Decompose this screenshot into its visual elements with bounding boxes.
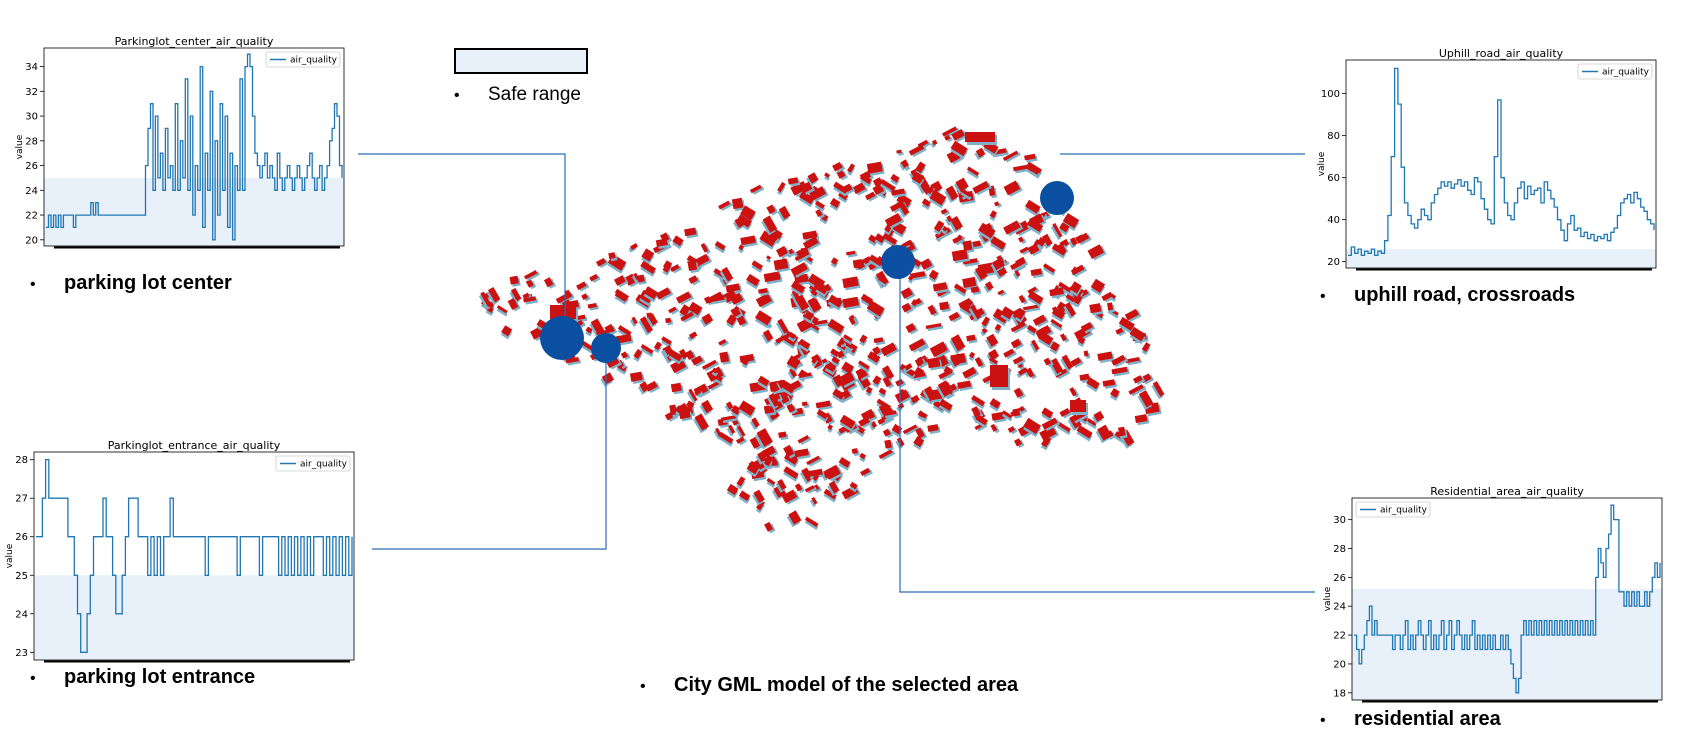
caption-parking-lot-entrance: • parking lot entrance bbox=[30, 666, 256, 688]
y-tick-label: 20 bbox=[25, 235, 38, 246]
series-line-air-quality bbox=[1348, 67, 1655, 257]
legend-label: air_quality bbox=[1380, 506, 1428, 516]
axes-frame bbox=[1351, 497, 1663, 701]
chart-svg: Uphill_road_air_quality 20 40 60 80 100 value a… bbox=[1317, 47, 1657, 271]
legend-label: air_quality bbox=[290, 56, 338, 66]
safe-range-label: Safe range bbox=[488, 84, 581, 105]
y-tick-label: 18 bbox=[1333, 688, 1346, 699]
y-tick-label: 26 bbox=[15, 532, 28, 543]
y-tick-label: 27 bbox=[15, 494, 28, 505]
chart-title: Parkinglot_entrance_air_quality bbox=[108, 439, 281, 452]
y-tick-label: 60 bbox=[1327, 173, 1340, 184]
safe-range-legend: • Safe range bbox=[454, 84, 581, 106]
axes-frame bbox=[33, 451, 355, 661]
bullet-icon: • bbox=[640, 678, 646, 695]
chart-svg: Parkinglot_entrance_air_quality 23 24 25 26 2… bbox=[5, 439, 355, 663]
chart-title: Residential_area_air_quality bbox=[1430, 485, 1584, 498]
y-axis-label: value bbox=[1317, 151, 1327, 176]
series-line-air-quality bbox=[46, 53, 343, 241]
legend-label: air_quality bbox=[300, 460, 348, 470]
y-tick-label: 30 bbox=[25, 112, 38, 123]
axes-frame bbox=[1345, 59, 1657, 269]
chart-residential-area: Residential_area_air_quality 18 20 22 24 26 28… bbox=[1316, 482, 1666, 708]
axes-frame bbox=[43, 47, 345, 247]
caption-uphill-road: • uphill road, crossroads bbox=[1320, 284, 1576, 306]
y-tick-label: 24 bbox=[25, 186, 38, 197]
y-tick-label: 24 bbox=[1333, 602, 1346, 613]
chart-legend: air_quality bbox=[1577, 63, 1653, 80]
y-tick-label: 28 bbox=[25, 136, 38, 147]
chart-svg: Parkinglot_center_air_quality 20 22 24 26 28 3… bbox=[15, 35, 345, 249]
legend-label: air_quality bbox=[1602, 68, 1650, 78]
y-axis-label: value bbox=[1323, 586, 1333, 611]
chart-legend: air_quality bbox=[265, 51, 341, 68]
chart-legend: air_quality bbox=[1355, 501, 1431, 518]
y-tick-label: 22 bbox=[25, 211, 38, 222]
safe-range-band bbox=[34, 575, 354, 660]
bullet-icon: • bbox=[30, 670, 36, 687]
y-tick-label: 28 bbox=[15, 455, 28, 466]
safe-range-band bbox=[1352, 588, 1662, 700]
y-tick-label: 30 bbox=[1333, 515, 1346, 526]
bullet-icon: • bbox=[1320, 712, 1326, 729]
y-tick-label: 28 bbox=[1333, 544, 1346, 555]
y-axis-label: value bbox=[15, 134, 25, 159]
series-line-air-quality bbox=[1354, 504, 1661, 694]
caption-parking-lot-center: • parking lot center bbox=[30, 272, 232, 294]
building-blocks bbox=[478, 126, 1165, 534]
chart-title: Parkinglot_center_air_quality bbox=[115, 35, 274, 48]
bullet-icon: • bbox=[454, 87, 460, 104]
safe-range-band bbox=[1346, 249, 1656, 268]
y-tick-label: 26 bbox=[25, 161, 38, 172]
y-tick-label: 23 bbox=[15, 648, 28, 659]
y-tick-label: 40 bbox=[1327, 215, 1340, 226]
chart-legend: air_quality bbox=[275, 455, 351, 472]
y-tick-label: 80 bbox=[1327, 131, 1340, 142]
y-tick-label: 25 bbox=[15, 571, 28, 582]
chart-parking-lot-center: Parkinglot_center_air_quality 20 22 24 26 28 3… bbox=[10, 35, 350, 254]
y-tick-label: 24 bbox=[15, 609, 28, 620]
y-axis-label: value bbox=[5, 543, 15, 568]
caption-city-model: • City GML model of the selected area bbox=[640, 674, 1019, 696]
safe-range-band bbox=[44, 177, 344, 246]
y-tick-label: 22 bbox=[1333, 631, 1346, 642]
chart-svg: Residential_area_air_quality 18 20 22 24 26 28… bbox=[1323, 485, 1663, 703]
bullet-icon: • bbox=[1320, 288, 1326, 305]
y-tick-label: 100 bbox=[1321, 89, 1340, 100]
chart-uphill-road: Uphill_road_air_quality 20 40 60 80 100 value a… bbox=[1310, 42, 1660, 276]
chart-parking-lot-entrance: Parkinglot_entrance_air_quality 23 24 25 26 2… bbox=[0, 436, 360, 670]
safe-range-swatch bbox=[454, 48, 588, 74]
y-tick-label: 34 bbox=[25, 62, 38, 73]
y-tick-label: 26 bbox=[1333, 573, 1346, 584]
city-gml-model bbox=[478, 126, 1165, 534]
caption-residential-area: • residential area bbox=[1320, 708, 1501, 730]
y-tick-label: 32 bbox=[25, 87, 38, 98]
series-line-air-quality bbox=[36, 459, 353, 653]
chart-title: Uphill_road_air_quality bbox=[1439, 47, 1564, 60]
bullet-icon: • bbox=[30, 276, 36, 293]
y-tick-label: 20 bbox=[1333, 659, 1346, 670]
y-tick-label: 20 bbox=[1327, 257, 1340, 268]
